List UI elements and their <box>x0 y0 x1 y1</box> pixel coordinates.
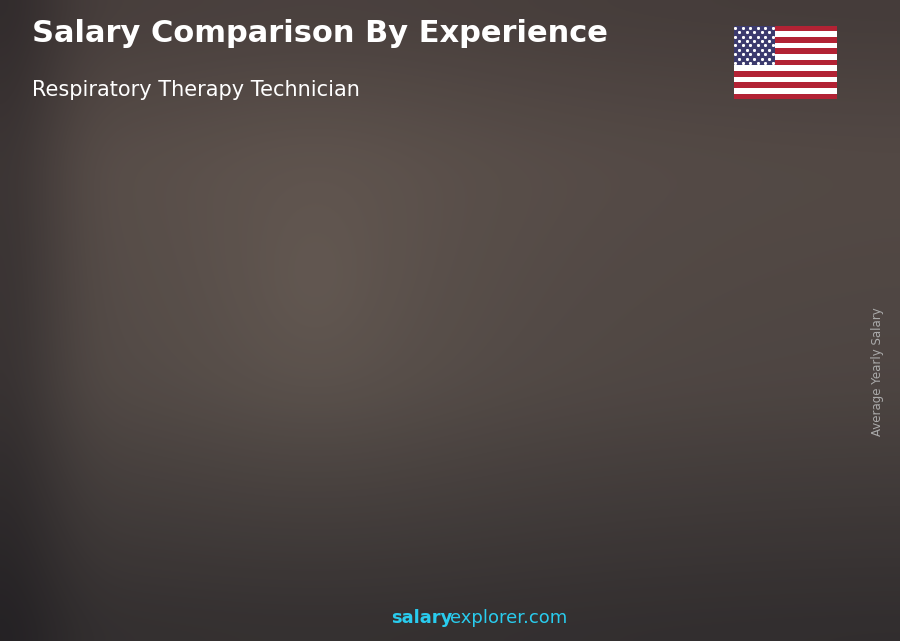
Bar <box>593 296 598 577</box>
Bar <box>209 434 275 577</box>
Text: +48%: +48% <box>262 301 325 320</box>
Bar <box>593 296 660 577</box>
Text: 103,000 USD: 103,000 USD <box>453 298 544 312</box>
Bar <box>734 82 837 88</box>
Bar <box>464 318 531 577</box>
Polygon shape <box>403 365 409 577</box>
Text: 42,600 USD: 42,600 USD <box>73 449 155 463</box>
Bar <box>734 26 775 65</box>
Text: Average Yearly Salary: Average Yearly Salary <box>871 308 884 436</box>
Bar <box>734 94 837 99</box>
Bar <box>81 470 86 577</box>
Polygon shape <box>788 273 792 577</box>
Bar <box>734 65 837 71</box>
Bar <box>337 365 403 577</box>
Text: 84,200 USD: 84,200 USD <box>328 345 411 359</box>
Text: +34%: +34% <box>133 374 196 394</box>
Text: Salary Comparison By Experience: Salary Comparison By Experience <box>32 19 608 48</box>
Text: explorer.com: explorer.com <box>450 609 567 627</box>
Bar <box>464 318 470 577</box>
Bar <box>734 43 837 48</box>
Bar <box>734 37 837 43</box>
Bar <box>209 434 214 577</box>
Text: +22%: +22% <box>390 249 453 268</box>
Bar <box>734 26 837 31</box>
Text: +9%: +9% <box>525 221 574 240</box>
Text: Respiratory Therapy Technician: Respiratory Therapy Technician <box>32 80 359 100</box>
Bar <box>81 470 148 577</box>
Text: 121,000 USD: 121,000 USD <box>708 253 799 267</box>
Bar <box>734 31 837 37</box>
Bar <box>734 88 837 94</box>
Bar <box>721 273 788 577</box>
Polygon shape <box>660 296 664 577</box>
Polygon shape <box>531 318 536 577</box>
Bar <box>721 273 726 577</box>
Polygon shape <box>148 470 152 577</box>
Bar <box>734 48 837 54</box>
Bar <box>734 71 837 77</box>
Text: salary: salary <box>392 609 453 627</box>
Text: 57,000 USD: 57,000 USD <box>201 413 283 428</box>
Text: +8%: +8% <box>652 194 702 213</box>
Bar <box>337 365 342 577</box>
Bar <box>734 77 837 82</box>
Text: 112,000 USD: 112,000 USD <box>580 275 671 289</box>
Polygon shape <box>275 434 280 577</box>
Bar <box>734 54 837 60</box>
Bar <box>734 60 837 65</box>
